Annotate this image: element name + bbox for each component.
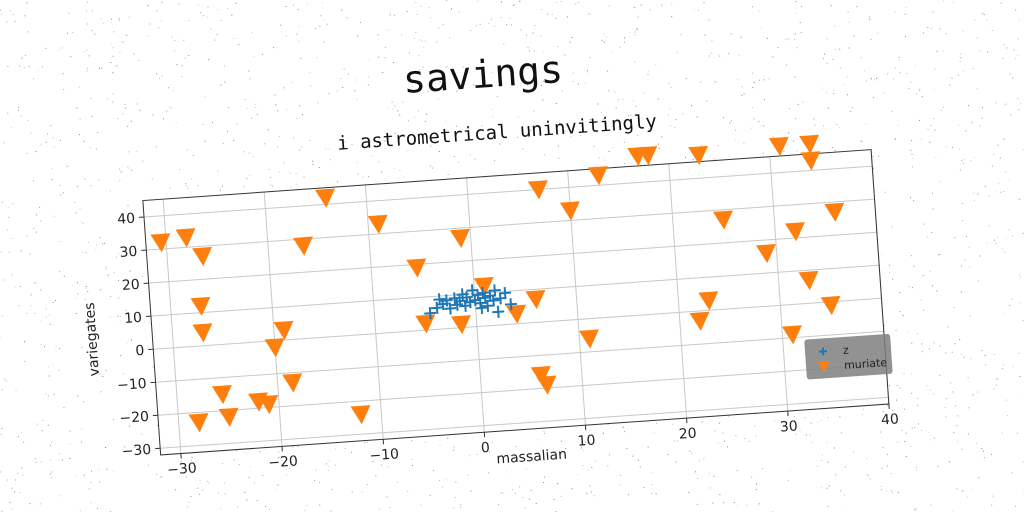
chart-suptitle: savings — [401, 47, 564, 102]
muriate-point — [211, 384, 232, 405]
muriate-point — [449, 228, 470, 249]
x-axis-label: massalian — [496, 447, 568, 468]
z-point — [475, 301, 488, 315]
x-gridline — [668, 163, 688, 419]
y-tick-label: 0 — [135, 343, 145, 360]
muriate-point — [192, 323, 213, 343]
muriate-point — [188, 413, 209, 433]
muriate-point — [800, 151, 821, 171]
muriate-point — [367, 214, 388, 234]
muriate-point — [559, 201, 580, 221]
muriate-point — [712, 210, 733, 230]
muriate-point — [689, 311, 710, 331]
muriate-point — [578, 329, 599, 349]
muriate-point — [282, 373, 303, 393]
muriate-point — [350, 405, 371, 425]
muriate-point — [292, 236, 313, 256]
muriate-point — [637, 146, 658, 166]
z-point — [440, 294, 453, 307]
series-z — [424, 284, 517, 320]
x-tick-label: 0 — [480, 440, 490, 457]
z-point — [479, 291, 492, 304]
muriate-point — [536, 375, 557, 395]
muriate-point — [175, 228, 196, 248]
muriate-point — [218, 407, 239, 427]
chart-title: i astrometrical uninvitingly — [336, 111, 657, 155]
muriate-point — [450, 315, 471, 335]
z-point — [471, 288, 484, 302]
muriate-point — [273, 320, 294, 341]
muriate-point — [406, 258, 427, 278]
x-gridline — [263, 192, 283, 447]
muriate-point — [258, 395, 279, 415]
x-gridline — [364, 184, 384, 440]
y-tick-label: 30 — [119, 244, 138, 261]
muriate-point — [781, 325, 802, 345]
x-tick-label: 30 — [779, 418, 798, 435]
y-gridline — [157, 363, 887, 416]
y-axis-label: variegates — [82, 302, 103, 377]
muriate-point — [315, 188, 335, 208]
y-tick-label: 20 — [121, 277, 140, 294]
x-tick-label: 10 — [577, 433, 596, 450]
muriate-point — [698, 291, 719, 311]
z-point — [499, 287, 512, 300]
series-muriate — [150, 134, 845, 433]
y-gridline — [150, 264, 880, 317]
muriate-point — [190, 296, 211, 316]
muriate-point — [799, 134, 820, 154]
y-tick-label: −20 — [119, 409, 150, 427]
z-point — [464, 296, 477, 309]
x-tick-label: −20 — [268, 453, 299, 471]
y-gridline — [146, 198, 875, 251]
muriate-point — [587, 166, 608, 186]
muriate-point — [527, 180, 548, 200]
z-point — [504, 298, 517, 311]
muriate-point — [688, 145, 709, 166]
muriate-point — [473, 277, 494, 297]
plot-frame — [142, 149, 890, 456]
plot-background — [142, 149, 889, 455]
plot-area: −30 −20 −10 0 10 20 30 40 −30 −20 −10 0 10 20 30 40 — [117, 134, 900, 478]
y-tick-label: 10 — [124, 310, 143, 327]
x-tick-label: −30 — [167, 460, 198, 478]
muriate-point — [824, 202, 845, 222]
x-tick-label: −10 — [369, 446, 400, 464]
muriate-point — [530, 366, 551, 386]
legend-marker-muriate — [817, 360, 830, 373]
y-tick-label: −30 — [121, 442, 152, 460]
muriate-point — [768, 136, 789, 157]
z-point — [424, 307, 437, 320]
muriate-point — [150, 233, 171, 253]
legend-label: z — [843, 344, 850, 357]
muriate-point — [755, 244, 776, 264]
y-tick-label: −10 — [117, 376, 148, 394]
y-tick-label: 40 — [117, 211, 136, 228]
legend-label: muriate — [844, 356, 888, 372]
muriate-point — [192, 246, 213, 267]
x-tick-label: 40 — [881, 411, 900, 428]
z-point — [444, 302, 457, 315]
z-point — [433, 293, 446, 306]
legend-marker-z — [818, 347, 828, 356]
muriate-point — [820, 295, 841, 316]
x-gridline — [769, 156, 789, 412]
z-point — [492, 305, 505, 318]
x-tick-label: 20 — [678, 425, 697, 442]
y-gridline — [160, 396, 889, 449]
y-gridline — [155, 330, 884, 383]
muriate-point — [798, 270, 819, 291]
z-point — [481, 299, 494, 312]
muriate-point — [784, 222, 805, 242]
muriate-point — [525, 290, 546, 310]
z-point — [488, 284, 501, 297]
muriate-point — [264, 338, 285, 358]
z-point — [430, 301, 444, 314]
y-gridline — [143, 165, 873, 218]
z-point — [487, 294, 500, 307]
y-gridline — [148, 231, 877, 284]
